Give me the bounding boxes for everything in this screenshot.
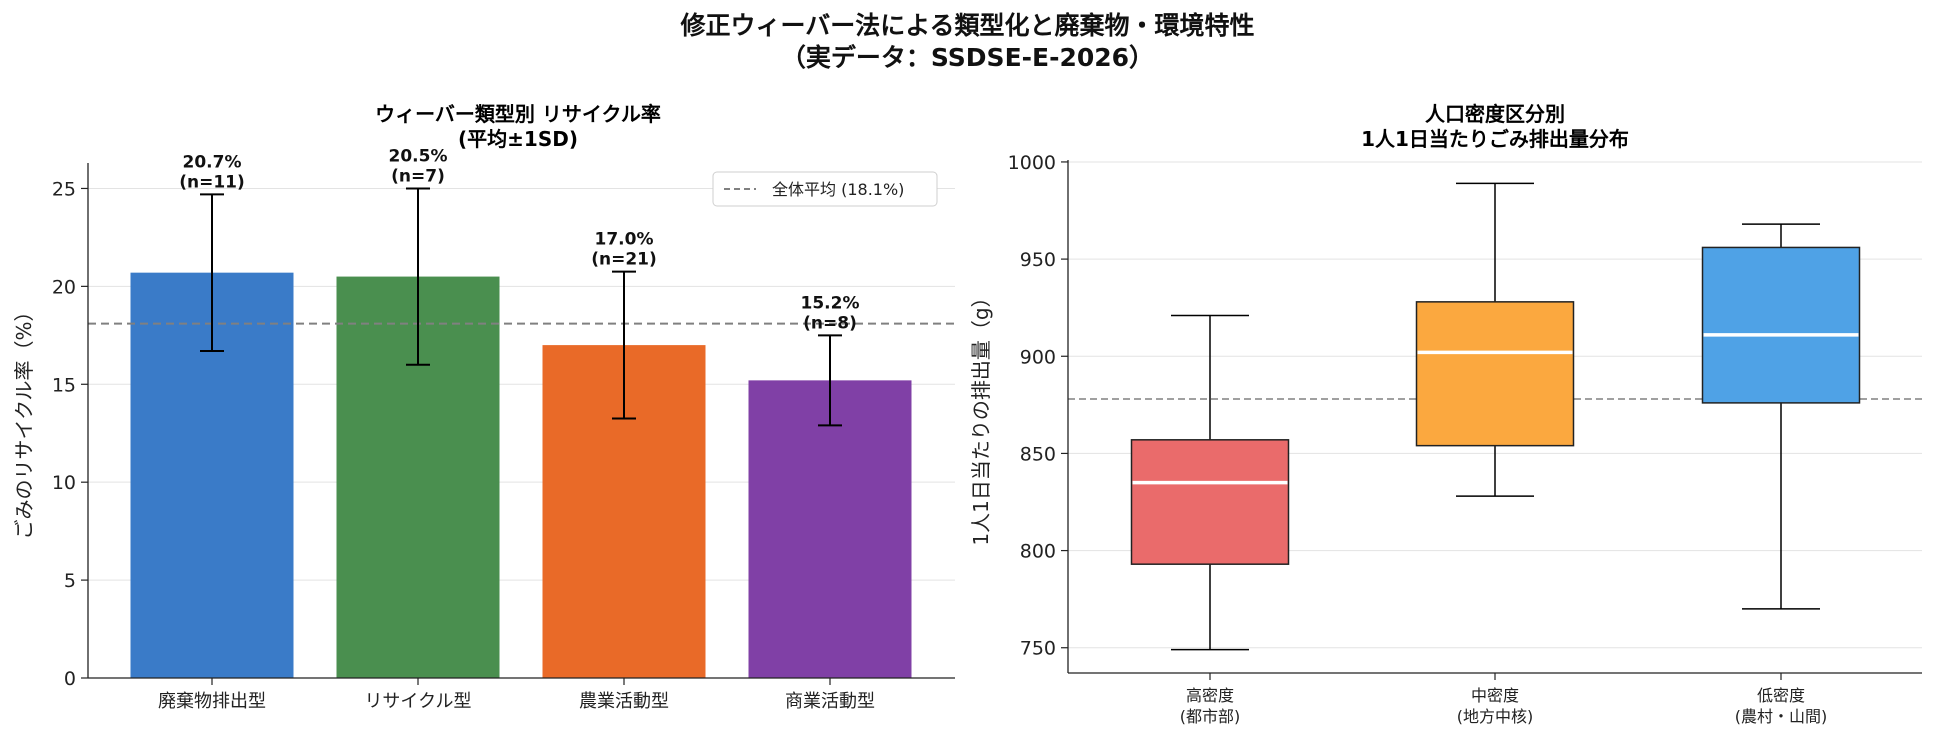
box-group (1130, 314, 1290, 651)
y-tick-label: 20 (52, 276, 76, 298)
y-tick-label: 800 (1020, 541, 1056, 563)
y-axis-label: ごみのリサイクル率（%） (12, 301, 36, 539)
y-axis-label: 1人1日当たりの排出量（g） (969, 287, 993, 545)
y-tick-label: 0 (64, 668, 76, 690)
x-tick-label: 高密度(都市部) (1180, 686, 1241, 726)
box-group (1415, 182, 1575, 497)
y-tick-label: 15 (52, 374, 76, 396)
figure-title-line2: （実データ：SSDSE-E-2026） (780, 43, 1155, 72)
y-tick-label: 950 (1020, 249, 1056, 271)
bar-chart-title: ウィーバー類型別 リサイクル率(平均±1SD) (375, 102, 661, 151)
legend-box (712, 171, 938, 207)
x-tick-label: 農業活動型 (579, 691, 669, 712)
y-tick-label: 750 (1020, 638, 1056, 660)
y-tick-label: 1000 (1008, 152, 1056, 174)
box (1701, 246, 1861, 404)
box (1130, 439, 1290, 565)
bar-value-label: 17.0% (n=21) (591, 230, 657, 270)
y-tick-label: 25 (52, 178, 76, 200)
legend-label: 全体平均 (18.1%) (772, 180, 904, 199)
y-tick-label: 850 (1020, 443, 1056, 465)
boxplot-title: 人口密度区分別 1人1日当たりごみ排出量分布 (1361, 102, 1629, 151)
x-tick-label: 中密度(地方中核) (1457, 686, 1534, 726)
y-tick-label: 10 (52, 472, 76, 494)
figure-title-line1: 修正ウィーバー法による類型化と廃棄物・環境特性 (680, 11, 1255, 40)
x-tick-label: 低密度(農村・山間) (1735, 686, 1828, 726)
x-tick-label: 廃棄物排出型 (158, 691, 266, 712)
boxplot-waste-per-capita: 750 800 850 900 950 1000 高密度(都市部) 中密度(地方中核) 低密度(… (969, 102, 1922, 726)
bar-value-label: 20.7% (n=11) (179, 152, 245, 192)
bar-chart-recycling-rate: 0 5 10 15 20 25 20.7% (n=11) 20.5% (n=7) 17.0% (n=2… (12, 102, 955, 712)
bar-value-label: 20.5% (n=7) (389, 146, 448, 186)
y-tick-label: 900 (1020, 346, 1056, 368)
legend: 全体平均 (18.1%) (712, 171, 938, 207)
x-tick-label: 商業活動型 (785, 691, 875, 712)
box (1415, 301, 1575, 447)
bar (748, 380, 912, 678)
figure-title: 修正ウィーバー法による類型化と廃棄物・環境特性 （実データ：SSDSE-E-20… (0, 10, 1935, 74)
y-tick-label: 5 (64, 570, 76, 592)
bar-value-label: 15.2% (n=8) (801, 293, 860, 333)
box-group (1701, 223, 1861, 610)
x-tick-label: リサイクル型 (364, 691, 471, 712)
